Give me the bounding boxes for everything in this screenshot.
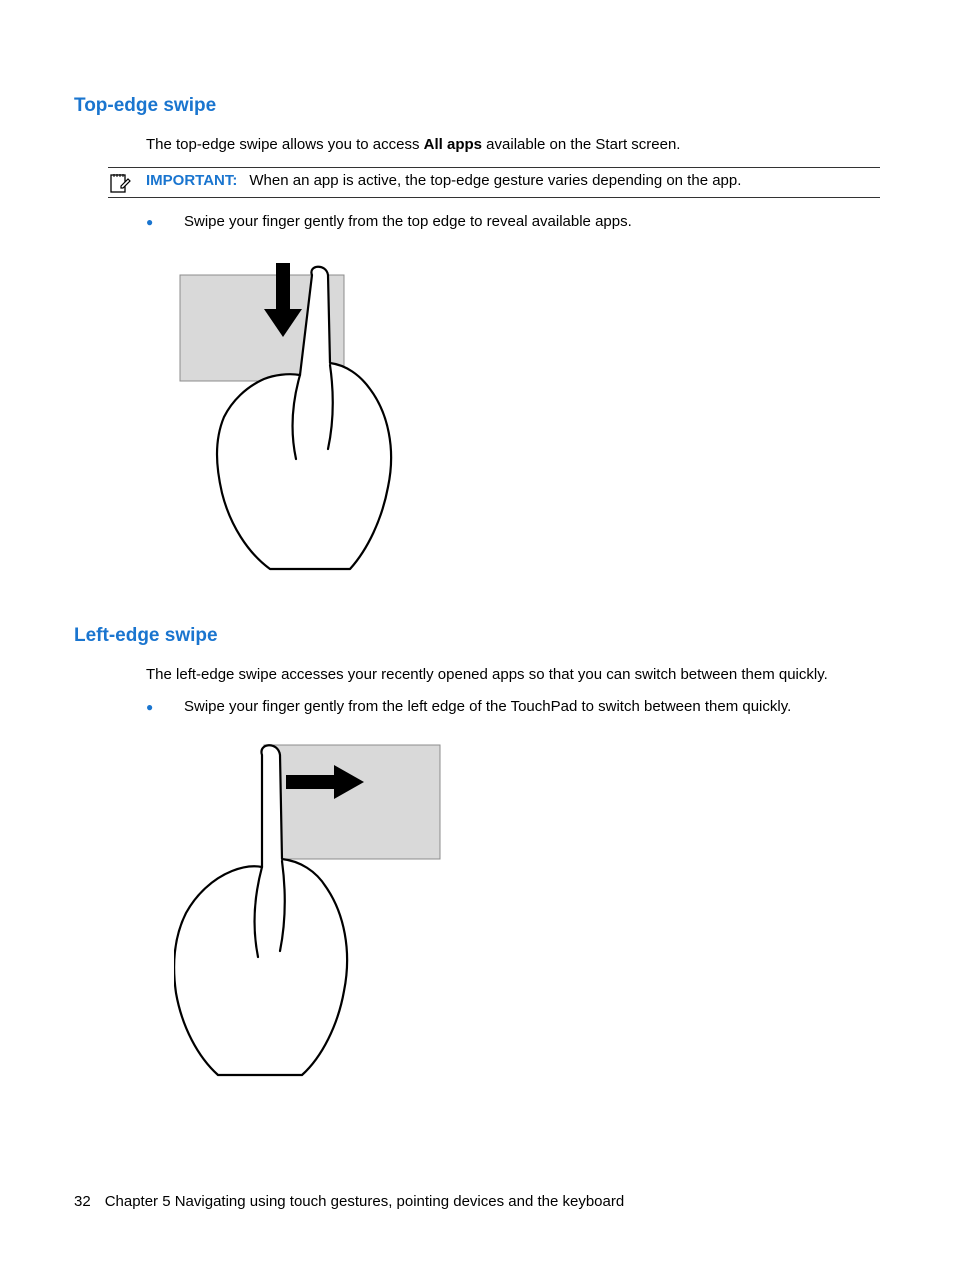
left-edge-heading: Left-edge swipe <box>74 625 880 647</box>
left-edge-bullet-list: Swipe your finger gently from the left e… <box>146 697 880 717</box>
chapter-label: Chapter 5 Navigating using touch gesture… <box>105 1193 625 1210</box>
page-number: 32 <box>74 1193 91 1210</box>
top-edge-bullet-list: Swipe your finger gently from the top ed… <box>146 212 880 232</box>
important-text: When an app is active, the top-edge gest… <box>249 172 741 189</box>
left-edge-intro: The left-edge swipe accesses your recent… <box>146 665 880 685</box>
important-label: IMPORTANT: <box>146 172 237 189</box>
note-icon <box>108 171 146 194</box>
important-content: IMPORTANT: When an app is active, the top… <box>146 171 880 189</box>
top-edge-heading: Top-edge swipe <box>74 95 880 117</box>
intro-post: available on the Start screen. <box>482 136 680 153</box>
top-edge-illustration <box>174 253 880 577</box>
top-edge-intro: The top-edge swipe allows you to access … <box>146 135 880 155</box>
important-callout: IMPORTANT: When an app is active, the top… <box>108 167 880 198</box>
list-item: Swipe your finger gently from the top ed… <box>146 212 880 232</box>
list-item: Swipe your finger gently from the left e… <box>146 697 880 717</box>
page-footer: 32 Chapter 5 Navigating using touch gestu… <box>74 1193 624 1210</box>
intro-pre: The top-edge swipe allows you to access <box>146 136 424 153</box>
intro-bold: All apps <box>424 136 482 153</box>
left-edge-illustration <box>174 737 880 1081</box>
